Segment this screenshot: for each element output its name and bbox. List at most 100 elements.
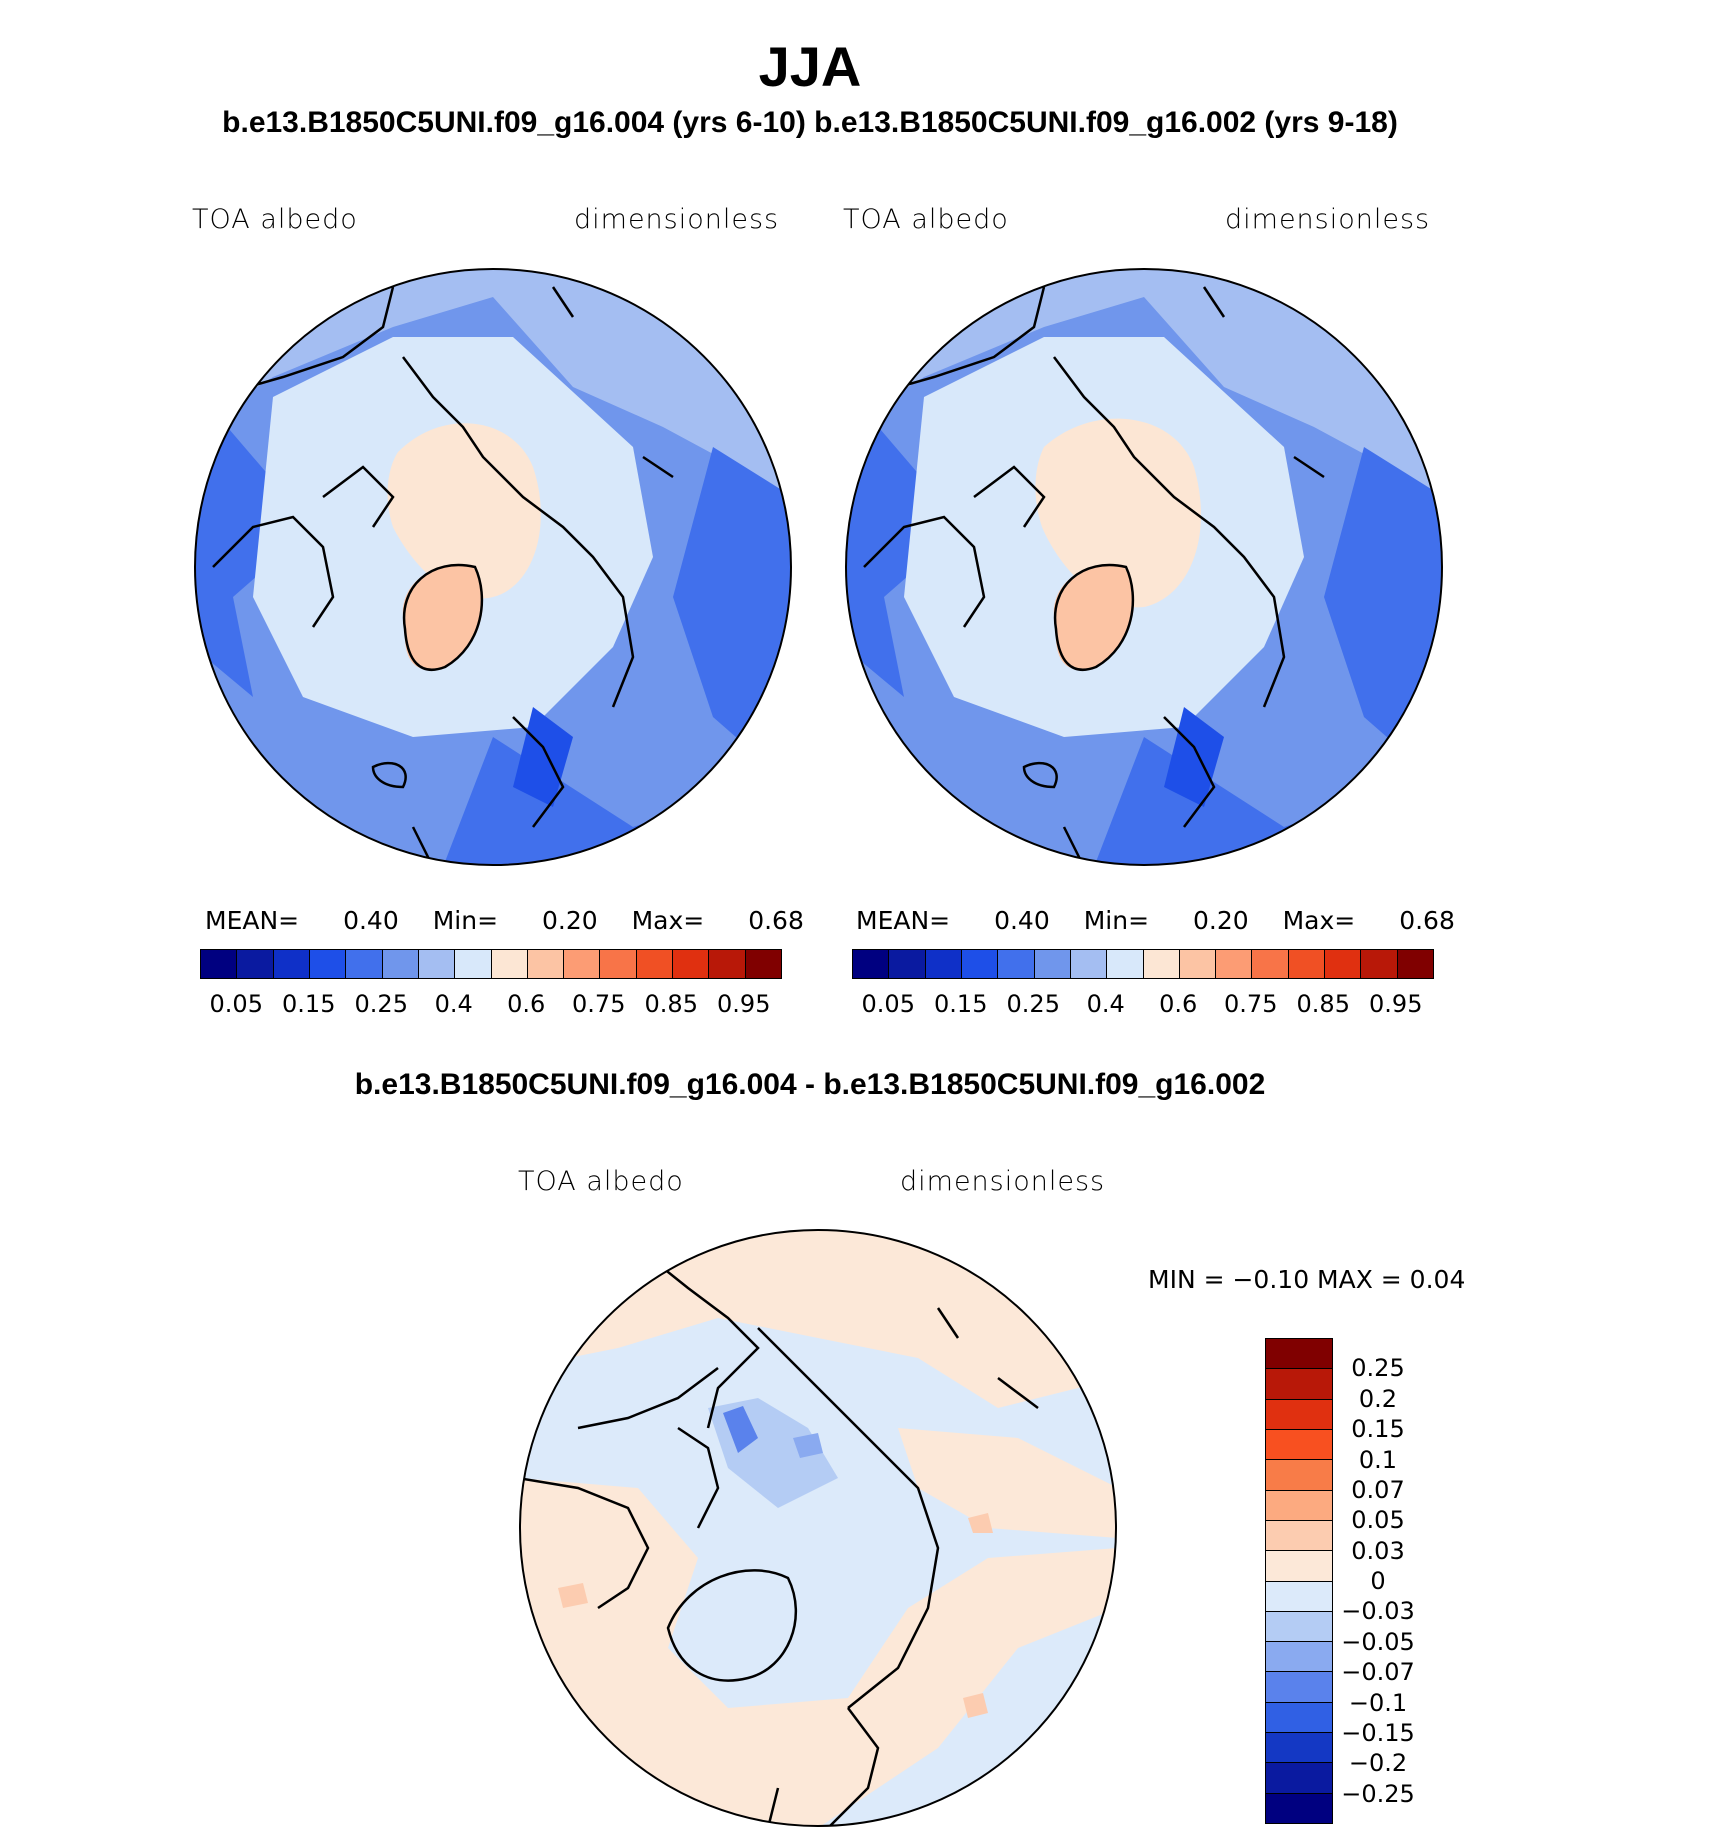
- figure-title: JJA: [758, 35, 862, 98]
- colorbar-swatch: [1216, 950, 1253, 978]
- colorbar-swatch: [673, 950, 710, 978]
- colorbar-tick-label: 0.4: [1086, 990, 1125, 1018]
- colorbar-swatch: [1034, 950, 1071, 978]
- panel1-polar-map: [194, 268, 792, 866]
- colorbar-swatch: [309, 950, 347, 978]
- colorbar-tick-label: 0.07: [1351, 1475, 1405, 1504]
- colorbar-swatch: [853, 950, 890, 978]
- colorbar-swatch: [1361, 950, 1398, 978]
- colorbar-tick-label: 0.15: [282, 990, 336, 1018]
- colorbar-swatch: [201, 950, 238, 978]
- colorbar-tick-label: 0.95: [1369, 990, 1423, 1018]
- colorbar-tick-label: 0.85: [644, 990, 698, 1018]
- colorbar-swatch: [382, 950, 419, 978]
- colorbar-swatch: [1266, 1642, 1332, 1673]
- difference-polar-map: [519, 1229, 1117, 1827]
- colorbar-swatch: [1288, 950, 1326, 978]
- colorbar-swatch: [1107, 950, 1144, 978]
- panel2-variable-label: TOA albedo: [843, 204, 1009, 235]
- colorbar-tick-label: 0: [1370, 1567, 1386, 1595]
- colorbar-tick-label: −0.1: [1348, 1688, 1408, 1717]
- panel1-variable-label: TOA albedo: [192, 204, 358, 235]
- colorbar-swatch: [564, 950, 601, 978]
- colorbar-tick-label: 0.05: [861, 990, 915, 1018]
- colorbar-swatch: [346, 950, 383, 978]
- colorbar-swatch: [491, 950, 528, 978]
- colorbar-tick-label: −0.03: [1341, 1597, 1415, 1626]
- colorbar-swatch: [1266, 1702, 1332, 1734]
- colorbar-swatch: [636, 950, 674, 978]
- difference-colorbar-labels: 0.25 0.2 0.15 0.1 0.07 0.05 0.03 0 −0.03 −0.05 −0.…: [1338, 1338, 1428, 1822]
- panel2-max-value: 0.68: [1399, 906, 1455, 935]
- figure-subtitle: b.e13.B1850C5UNI.f09_g16.004 (yrs 6-10) …: [222, 106, 1398, 139]
- colorbar-swatch: [273, 950, 310, 978]
- colorbar-swatch: [1266, 1611, 1332, 1643]
- colorbar-swatch: [455, 950, 492, 978]
- panel2-colorbar: [852, 949, 1434, 979]
- colorbar-swatch: [709, 950, 746, 978]
- colorbar-tick-label: 0.85: [1296, 990, 1350, 1018]
- colorbar-swatch: [1266, 1581, 1332, 1612]
- colorbar-swatch: [1397, 950, 1433, 978]
- panel1-colorbar: [200, 949, 782, 979]
- colorbar-tick-label: 0.6: [507, 990, 546, 1018]
- colorbar-swatch: [998, 950, 1035, 978]
- colorbar-swatch: [745, 950, 781, 978]
- colorbar-tick-label: −0.05: [1341, 1627, 1415, 1656]
- colorbar-tick-label: 0.1: [1358, 1445, 1398, 1474]
- colorbar-swatch: [1266, 1460, 1332, 1491]
- panel1-stats: MEAN= 0.40 Min= 0.20 Max= 0.68: [205, 906, 804, 935]
- panel1-colorbar-labels: 0.05 0.15 0.25 0.4 0.6 0.75 0.85 0.95: [200, 990, 780, 1018]
- panel2-min-value: 0.20: [1192, 906, 1249, 935]
- colorbar-tick-label: −0.15: [1341, 1718, 1415, 1747]
- colorbar-tick-label: 0.6: [1159, 990, 1198, 1018]
- panel2-min-label: Min=: [1083, 906, 1150, 935]
- colorbar-swatch: [1266, 1672, 1332, 1703]
- panel1-min-label: Min=: [432, 906, 499, 935]
- colorbar-swatch: [1266, 1763, 1332, 1794]
- panel1-min-value: 0.20: [541, 906, 598, 935]
- panel3-variable-label: TOA albedo: [518, 1166, 684, 1197]
- panel2-units-label: dimensionless: [1225, 204, 1431, 235]
- difference-min-max: MIN = −0.10 MAX = 0.04: [1148, 1265, 1466, 1294]
- colorbar-swatch: [1266, 1490, 1332, 1521]
- colorbar-tick-label: 0.25: [354, 990, 408, 1018]
- colorbar-tick-label: 0.15: [1351, 1415, 1405, 1444]
- colorbar-tick-label: 0.05: [209, 990, 263, 1018]
- colorbar-swatch: [237, 950, 274, 978]
- panel1-mean-label: MEAN=: [205, 906, 300, 935]
- colorbar-swatch: [1325, 950, 1362, 978]
- panel2-colorbar-labels: 0.05 0.15 0.25 0.4 0.6 0.75 0.85 0.95: [852, 990, 1432, 1018]
- difference-colorbar: [1265, 1338, 1333, 1824]
- colorbar-swatch: [1266, 1733, 1332, 1764]
- colorbar-swatch: [1266, 1520, 1332, 1552]
- colorbar-tick-label: 0.2: [1358, 1384, 1398, 1413]
- colorbar-tick-label: −0.07: [1341, 1658, 1415, 1687]
- panel2-mean-value: 0.40: [994, 906, 1050, 935]
- panel2-polar-map: [845, 268, 1443, 866]
- colorbar-tick-label: 0.25: [1006, 990, 1060, 1018]
- colorbar-swatch: [527, 950, 565, 978]
- panel1-mean-value: 0.40: [343, 906, 399, 935]
- panel2-mean-label: MEAN=: [856, 906, 951, 935]
- colorbar-swatch: [1266, 1429, 1332, 1461]
- colorbar-swatch: [1266, 1793, 1332, 1823]
- colorbar-swatch: [1179, 950, 1217, 978]
- colorbar-tick-label: 0.03: [1351, 1536, 1405, 1565]
- colorbar-tick-label: 0.75: [572, 990, 626, 1018]
- colorbar-tick-label: 0.05: [1351, 1506, 1405, 1535]
- panel2-stats: MEAN= 0.40 Min= 0.20 Max= 0.68: [856, 906, 1455, 935]
- colorbar-swatch: [1143, 950, 1180, 978]
- panel1-max-label: Max=: [631, 906, 705, 935]
- colorbar-swatch: [889, 950, 926, 978]
- colorbar-tick-label: 0.4: [434, 990, 473, 1018]
- colorbar-swatch: [1266, 1369, 1332, 1400]
- colorbar-swatch: [600, 950, 637, 978]
- difference-title: b.e13.B1850C5UNI.f09_g16.004 - b.e13.B18…: [354, 1068, 1266, 1101]
- colorbar-swatch: [925, 950, 962, 978]
- colorbar-swatch: [418, 950, 456, 978]
- colorbar-swatch: [1252, 950, 1289, 978]
- panel1-units-label: dimensionless: [574, 204, 780, 235]
- colorbar-swatch: [1070, 950, 1108, 978]
- colorbar-swatch: [1266, 1399, 1332, 1430]
